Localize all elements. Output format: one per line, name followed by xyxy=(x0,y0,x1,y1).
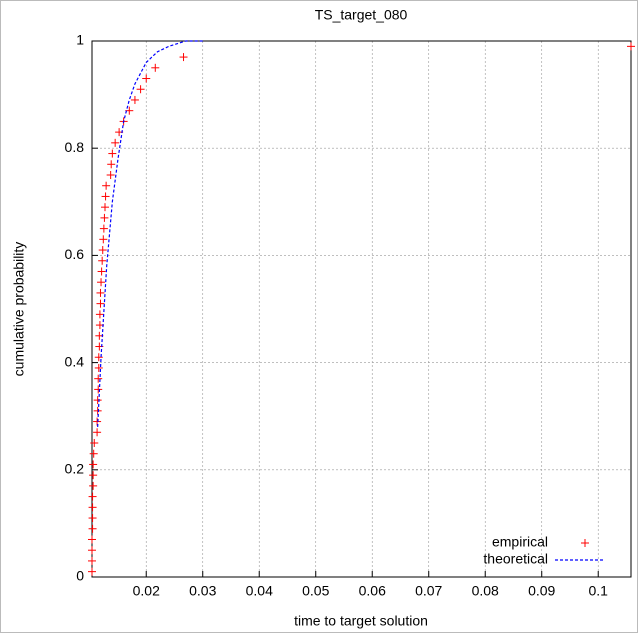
point xyxy=(88,546,96,555)
y-tick-label: 1 xyxy=(76,32,84,48)
x-tick-label: 0.1 xyxy=(588,583,608,599)
point xyxy=(94,363,103,372)
point xyxy=(107,160,116,169)
point xyxy=(88,524,97,533)
point xyxy=(108,149,117,158)
point xyxy=(97,278,106,287)
x-tick-label: 0.08 xyxy=(472,583,499,599)
point xyxy=(88,556,96,565)
point xyxy=(89,449,98,458)
y-tick-label: 0.2 xyxy=(65,461,85,477)
point xyxy=(90,439,99,447)
x-tick-label: 0.07 xyxy=(415,583,442,599)
legend-label: theoretical xyxy=(483,551,548,567)
point xyxy=(98,256,107,265)
point xyxy=(88,503,97,512)
point xyxy=(101,192,110,201)
point xyxy=(102,181,111,190)
point xyxy=(106,171,115,179)
chart-title: TS_target_080 xyxy=(315,7,408,23)
point xyxy=(98,246,107,255)
x-tick-label: 0.04 xyxy=(246,583,273,599)
point xyxy=(88,567,96,576)
point xyxy=(88,514,97,523)
point xyxy=(88,535,96,544)
y-tick-label: 0.4 xyxy=(65,353,85,369)
point xyxy=(89,471,98,480)
point xyxy=(94,353,103,362)
point xyxy=(97,267,106,276)
point xyxy=(179,53,188,62)
point xyxy=(93,406,102,415)
x-tick-label: 0.02 xyxy=(133,583,160,599)
point xyxy=(142,74,151,83)
y-axis-label: cumulative probability xyxy=(11,242,27,377)
point xyxy=(88,492,97,501)
y-tick-label: 0.8 xyxy=(65,139,85,155)
point xyxy=(93,396,102,405)
point xyxy=(93,428,102,437)
line xyxy=(97,40,203,427)
point xyxy=(96,299,105,308)
x-tick-label: 0.09 xyxy=(528,583,555,599)
point xyxy=(627,42,635,51)
point xyxy=(111,138,120,147)
point xyxy=(94,385,103,394)
y-tick-label: 0 xyxy=(76,568,84,584)
point xyxy=(130,95,139,104)
point xyxy=(151,63,160,72)
point xyxy=(89,460,98,469)
point xyxy=(136,85,145,94)
legend-label: empirical xyxy=(492,534,548,550)
y-tick-label: 0.6 xyxy=(65,246,85,262)
x-tick-label: 0.03 xyxy=(189,583,216,599)
point xyxy=(100,203,109,212)
point xyxy=(99,235,108,244)
x-tick-label: 0.05 xyxy=(302,583,329,599)
point xyxy=(93,417,102,426)
x-axis-label: time to target solution xyxy=(294,613,428,629)
point xyxy=(95,310,104,319)
x-tick-label: 0.06 xyxy=(359,583,386,599)
plot-border xyxy=(91,40,632,578)
point xyxy=(89,481,98,490)
point xyxy=(99,224,108,233)
point xyxy=(100,213,109,222)
legend-swatch xyxy=(581,539,589,547)
point xyxy=(96,288,105,297)
point xyxy=(94,374,103,383)
